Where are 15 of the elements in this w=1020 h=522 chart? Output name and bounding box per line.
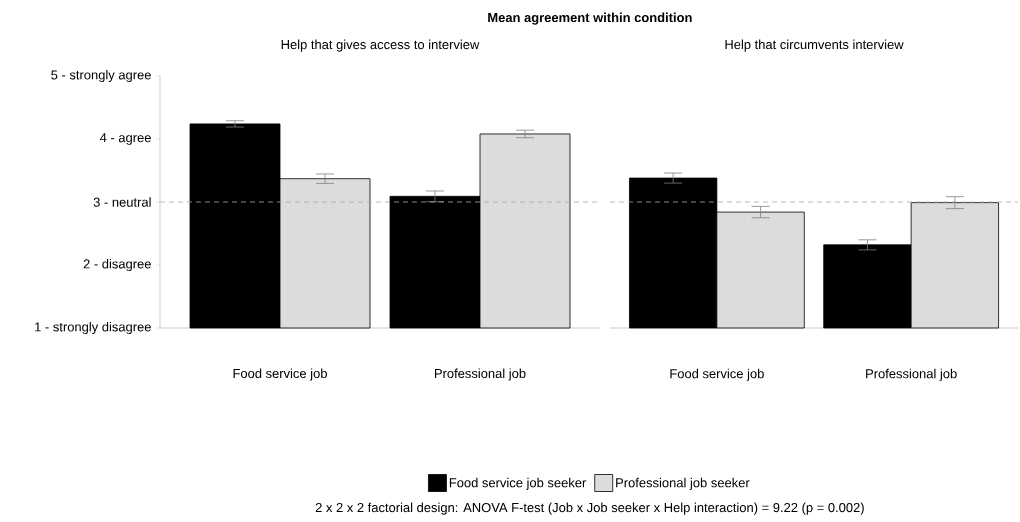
legend-label: Professional job seeker [616, 477, 750, 490]
x-tick-label: Food service job [233, 368, 327, 381]
y-tick-label: 5 - strongly agree [51, 69, 151, 83]
chart-title: Mean agreement within condition [488, 12, 692, 25]
chart-subtitle: Help that gives access to interview [281, 39, 480, 52]
y-tick-label: 1 - strongly disagree [35, 321, 151, 335]
legend-label: Food service job seeker [449, 477, 587, 490]
x-tick-label: Food service job [670, 368, 764, 381]
x-tick-label: Professional job [866, 368, 957, 381]
y-tick-label: 3 - neutral [93, 197, 151, 207]
text: 2 x 2 x 2 factorial design: ANOVA F-test (Job x Job seeker x Help interaction) = 9.22 (p = 0.002) [315, 502, 864, 515]
y-tick-label: 4 - agree [99, 133, 151, 145]
y-tick-label: 2 - disagree [83, 258, 151, 272]
chart-title: Help that circumvents interview [725, 39, 904, 52]
x-tick-label: Professional job [434, 368, 526, 381]
